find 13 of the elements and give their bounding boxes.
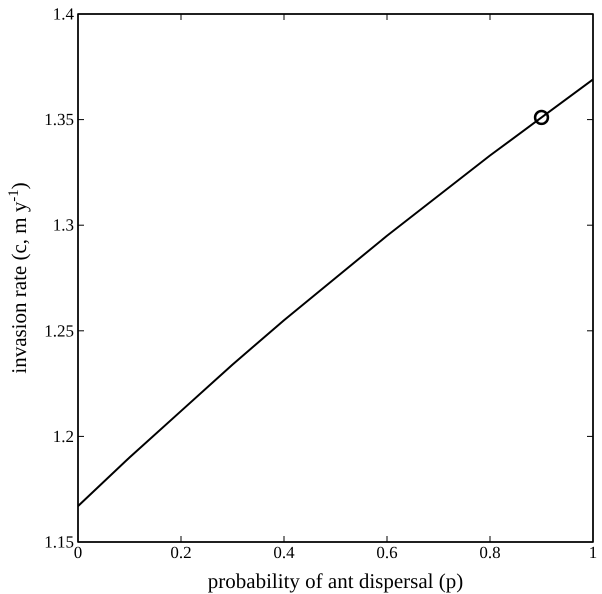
x-tick-label: 0 xyxy=(74,543,82,562)
y-tick-label: 1.3 xyxy=(52,216,74,235)
x-tick-label: 0.4 xyxy=(273,543,296,562)
x-tick-label: 0.6 xyxy=(376,543,398,562)
x-axis-title: probability of ant dispersal (p) xyxy=(208,569,464,593)
x-tick-label: 1 xyxy=(588,543,598,562)
y-tick-label: 1.15 xyxy=(44,532,74,552)
x-tick-label: 0.2 xyxy=(170,543,192,562)
y-tick-label: 1.2 xyxy=(52,426,74,446)
y-tick-label: 1.25 xyxy=(44,321,74,340)
y-tick-label: 1.4 xyxy=(52,4,74,24)
y-tick-label: 1.35 xyxy=(44,110,74,130)
x-tick-label: 0.8 xyxy=(479,543,501,562)
